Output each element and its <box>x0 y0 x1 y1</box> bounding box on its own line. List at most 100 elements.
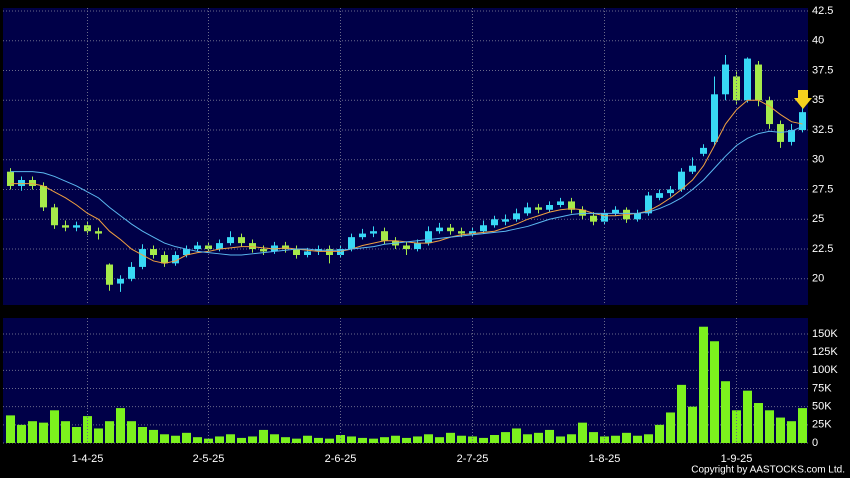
candle-body <box>139 249 146 267</box>
candle-body <box>403 245 410 250</box>
candle-body <box>678 171 685 190</box>
candle-body <box>755 64 762 101</box>
candle-body <box>370 231 377 234</box>
volume-bar <box>127 421 136 443</box>
volume-bar <box>193 437 202 443</box>
candle-body <box>414 243 421 250</box>
volume-bar <box>600 436 609 443</box>
y-tick-label: 40 <box>812 35 824 47</box>
volume-bar <box>116 408 125 443</box>
candle-body <box>51 207 58 226</box>
volume-bar <box>468 436 477 443</box>
candle-body <box>667 189 674 194</box>
y-tick-label: 0 <box>812 437 818 449</box>
volume-bar <box>710 341 719 443</box>
volume-bar <box>556 436 565 443</box>
volume-bar <box>17 424 26 443</box>
signal-arrow <box>794 90 812 109</box>
volume-bar <box>391 435 400 443</box>
candle-body <box>7 171 14 186</box>
volume-bar <box>765 410 774 443</box>
candle-body <box>183 249 190 256</box>
y-tick-label: 22.5 <box>812 243 833 255</box>
volume-bar <box>666 412 675 443</box>
candle-body <box>766 100 773 125</box>
y-tick-label: 25K <box>812 419 832 431</box>
candle-body <box>117 278 124 284</box>
y-tick-label: 125K <box>812 346 838 358</box>
volume-bar <box>567 434 576 443</box>
volume-bar <box>644 434 653 443</box>
y-tick-label: 75K <box>812 382 832 394</box>
candle-body <box>348 237 355 250</box>
candle-body <box>425 231 432 244</box>
candle-body <box>634 213 641 220</box>
volume-bar <box>39 422 48 443</box>
volume-bar <box>50 410 59 443</box>
volume-bar <box>248 436 257 443</box>
candle-body <box>601 213 608 222</box>
volume-bar <box>204 438 213 443</box>
volume-bar <box>578 422 587 443</box>
candle-body <box>557 201 564 206</box>
candle-body <box>73 225 80 228</box>
volume-bar <box>182 432 191 443</box>
candle-body <box>645 195 652 214</box>
candle-body <box>524 207 531 214</box>
volume-bar <box>347 436 356 443</box>
candle-body <box>293 249 300 256</box>
candle-body <box>172 255 179 264</box>
candle-body <box>733 76 740 101</box>
copyright: Copyright by AASTOCKS.com Ltd. <box>691 465 845 476</box>
candle-body <box>491 219 498 226</box>
volume-bar <box>435 437 444 443</box>
volume-bar <box>226 434 235 443</box>
candle-body <box>579 209 586 216</box>
volume-bar <box>402 437 411 443</box>
y-tick-label: 100K <box>812 364 838 376</box>
volume-bar <box>149 429 158 443</box>
volume-bar <box>545 429 554 443</box>
volume-bar <box>776 417 785 443</box>
y-tick-label: 27.5 <box>812 183 833 195</box>
candle-body <box>722 64 729 95</box>
candle-body <box>513 213 520 220</box>
x-tick-label: 2-6-25 <box>325 453 357 465</box>
y-tick-label: 32.5 <box>812 124 833 136</box>
candle-body <box>128 266 135 279</box>
x-tick-label: 1-8-25 <box>589 453 621 465</box>
candle-body <box>656 193 663 198</box>
candle-body <box>304 251 311 256</box>
candle-body <box>359 233 366 238</box>
x-tick-label: 1-4-25 <box>72 453 104 465</box>
candle-body <box>282 245 289 250</box>
volume-bar <box>28 421 37 443</box>
candle-body <box>95 231 102 234</box>
volume-bar <box>512 428 521 443</box>
candle-body <box>744 58 751 101</box>
candle-body <box>381 231 388 241</box>
x-tick-label: 2-5-25 <box>193 453 225 465</box>
volume-bar <box>325 438 334 443</box>
candle-body <box>447 227 454 232</box>
volume-bar <box>160 434 169 443</box>
volume-bar <box>303 435 312 443</box>
volume-bar <box>380 437 389 443</box>
candle-body <box>249 243 256 250</box>
volume-bar <box>677 384 686 443</box>
volume-bar <box>743 390 752 443</box>
volume-bar <box>94 428 103 443</box>
candle-body <box>260 249 267 252</box>
candle-body <box>590 215 597 222</box>
candle-body <box>469 231 476 234</box>
x-tick-label: 1-9-25 <box>721 453 753 465</box>
volume-bar <box>446 432 455 443</box>
volume-bar <box>292 438 301 443</box>
candle-body <box>777 124 784 142</box>
y-tick-label: 37.5 <box>812 64 833 76</box>
volume-bar <box>215 436 224 443</box>
y-tick-label: 35 <box>812 94 824 106</box>
volume-bar <box>270 434 279 443</box>
volume-bar <box>589 432 598 443</box>
